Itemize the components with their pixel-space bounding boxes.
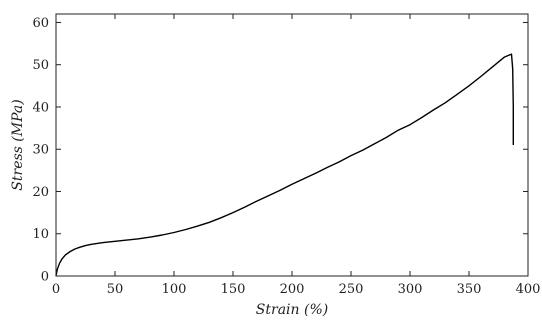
y-axis-title: Stress (MPa) [10, 99, 26, 190]
x-tick-label: 100 [162, 282, 187, 297]
y-tick-label: 50 [32, 58, 49, 73]
x-tick-label: 0 [52, 282, 60, 297]
x-tick-label: 50 [107, 282, 124, 297]
stress-strain-curve [55, 53, 514, 277]
y-axis-title-text: Stress (MPa) [10, 99, 26, 190]
y-tick-label: 40 [32, 100, 49, 115]
x-tick-label: 200 [280, 282, 305, 297]
y-tick-label: 0 [41, 270, 49, 285]
x-tick-label: 350 [457, 282, 482, 297]
x-tick-label: 250 [339, 282, 364, 297]
axis-ticks: 0 50 100 150 200 250 300 350 400 0 10 20 30 40 50 60 [32, 14, 540, 297]
plot-area [55, 53, 514, 277]
plot-frame [55, 13, 529, 277]
x-tick-label: 300 [398, 282, 423, 297]
x-tick-label: 400 [516, 282, 541, 297]
x-axis-title: Strain (%) [256, 302, 328, 318]
y-tick-label: 30 [32, 143, 49, 158]
x-tick-label: 150 [221, 282, 246, 297]
y-tick-label: 20 [32, 185, 49, 200]
y-tick-label: 60 [32, 16, 49, 31]
y-tick-label: 10 [32, 227, 49, 242]
x-axis-title-text: Strain (%) [256, 302, 328, 318]
